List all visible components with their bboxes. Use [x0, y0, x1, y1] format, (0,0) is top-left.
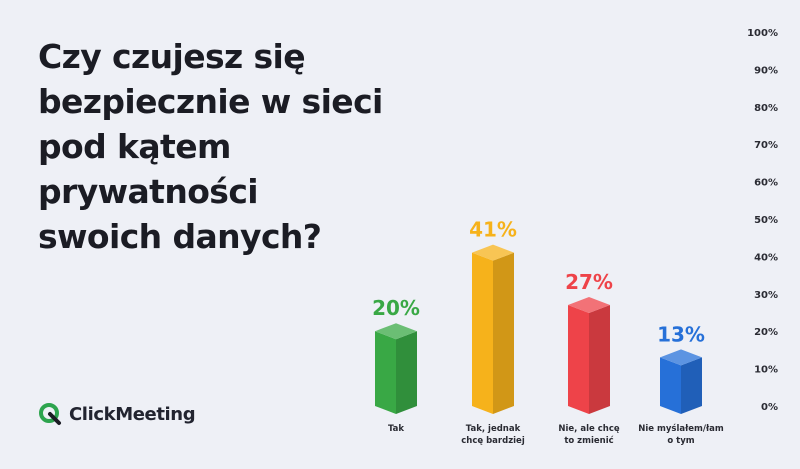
y-tick-label: 30%: [754, 290, 778, 301]
brand-name: ClickMeeting: [69, 403, 196, 425]
y-tick-label: 100%: [747, 28, 778, 39]
bar-side: [396, 331, 417, 414]
bar: [660, 357, 681, 414]
y-tick-label: 10%: [754, 365, 778, 376]
x-tick-label: Nie myślałem/łam: [638, 423, 724, 434]
bar: [568, 305, 589, 414]
y-tick-label: 80%: [754, 103, 778, 114]
title-line: pod kątem: [38, 127, 231, 166]
title-line: Czy czujesz się: [38, 37, 306, 76]
bar: [472, 252, 493, 414]
title-line: bezpiecznie w sieci: [38, 82, 383, 121]
y-tick-label: 0%: [761, 402, 778, 413]
data-label: 27%: [565, 270, 613, 294]
x-tick-label: o tym: [667, 436, 694, 446]
x-tick-label: to zmienić: [564, 435, 613, 446]
y-tick-label: 50%: [754, 215, 778, 226]
data-label: 13%: [657, 322, 705, 346]
title-line: swoich danych?: [38, 217, 322, 256]
title-line: prywatności: [38, 172, 259, 211]
x-tick-label: chcę bardziej: [461, 436, 525, 446]
x-tick-label: Nie, ale chcę: [558, 424, 619, 434]
brand-logo: ClickMeeting: [38, 402, 196, 426]
bar-side: [493, 252, 514, 414]
y-tick-label: 90%: [754, 65, 778, 76]
x-tick-label: Tak, jednak: [466, 424, 521, 434]
bar-top: [472, 244, 514, 261]
bar: [375, 331, 396, 414]
y-tick-label: 60%: [754, 178, 778, 189]
y-tick-label: 20%: [754, 327, 778, 338]
chart-title: Czy czujesz się bezpiecznie w sieci pod …: [38, 34, 398, 259]
data-label: 20%: [372, 296, 420, 320]
clickmeeting-logo-icon: [39, 403, 61, 425]
x-tick-label: Tak: [388, 424, 404, 434]
y-tick-label: 40%: [754, 252, 778, 263]
bar-top: [568, 297, 610, 314]
bar-side: [681, 357, 702, 414]
data-label: 41%: [469, 218, 517, 242]
bar-top: [660, 349, 702, 366]
bar-side: [589, 305, 610, 414]
bar-top: [375, 323, 417, 340]
y-tick-label: 70%: [754, 140, 778, 151]
